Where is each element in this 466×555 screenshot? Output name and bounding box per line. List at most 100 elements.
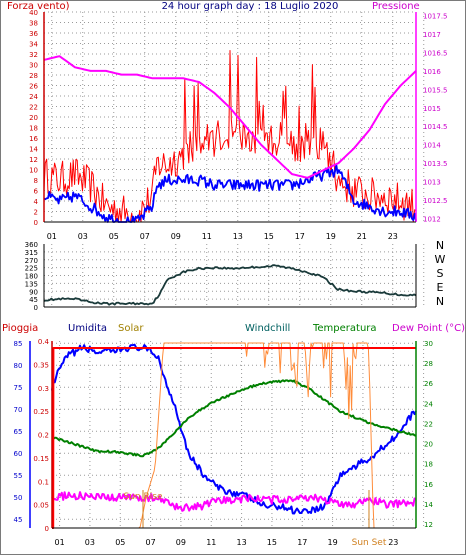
tick-label: 0.25 bbox=[33, 408, 49, 416]
tick-label: 18 bbox=[424, 461, 433, 469]
rain-header: Pioggia bbox=[2, 323, 38, 334]
tick-label: 32 bbox=[29, 51, 38, 59]
series-pressure bbox=[43, 55, 417, 179]
x-tick-label: 05 bbox=[109, 232, 119, 241]
x-tick-label: 11 bbox=[206, 538, 216, 547]
tick-label: 22 bbox=[29, 104, 38, 112]
compass-label: S bbox=[437, 267, 444, 280]
x-tick-label: 23 bbox=[388, 232, 398, 241]
tick-label: 18 bbox=[29, 125, 38, 133]
compass-label: W bbox=[435, 253, 446, 266]
tick-label: 24 bbox=[424, 400, 433, 408]
sunset-label: Sun Set bbox=[352, 538, 387, 548]
series-bottom bbox=[51, 342, 417, 529]
tick-label: 85 bbox=[14, 340, 23, 348]
series-dewpoint bbox=[51, 491, 417, 512]
series-temperature bbox=[51, 379, 417, 458]
tick-label: 1012.5 bbox=[423, 197, 448, 205]
tick-label: 270 bbox=[25, 257, 38, 265]
x-tick-label: 13 bbox=[237, 538, 247, 547]
plot-area-mid bbox=[44, 244, 416, 307]
tick-label: 0.15 bbox=[33, 455, 49, 463]
solar-header: Solar bbox=[118, 323, 144, 334]
wind-pressure-panel: Forza vento) 24 hour graph day : 18 Lugl… bbox=[7, 1, 448, 241]
series-direction bbox=[43, 264, 417, 306]
tick-label: 1016 bbox=[423, 68, 441, 76]
x-tick-labels-bottom: 01 03 05 07 09 11 13 15 17 19 23 bbox=[55, 538, 399, 547]
humidity-header: Umidita bbox=[68, 323, 107, 334]
tick-label: 1014 bbox=[423, 142, 441, 150]
dewpoint-header: Dew Point (°C) bbox=[392, 323, 465, 334]
chart-title: 24 hour graph day : 18 Luglio 2020 bbox=[162, 1, 339, 12]
x-tick-label: 07 bbox=[140, 232, 150, 241]
tick-label: 26 bbox=[424, 380, 433, 388]
tick-label: 0 bbox=[34, 304, 38, 312]
tick-label: 2 bbox=[34, 209, 38, 217]
temperature-header: Temperatura bbox=[312, 323, 377, 334]
tick-label: 28 bbox=[424, 360, 433, 368]
tick-label: 10 bbox=[29, 167, 38, 175]
tick-label: 0.2 bbox=[38, 432, 49, 440]
x-tick-label: 17 bbox=[297, 538, 307, 547]
tick-label: 50 bbox=[14, 494, 23, 502]
tick-label: 1016.5 bbox=[423, 50, 448, 58]
tick-label: 30 bbox=[424, 340, 433, 348]
tick-label: 20 bbox=[29, 114, 38, 122]
tick-label: 8 bbox=[34, 177, 38, 185]
tick-label: 22 bbox=[424, 420, 433, 428]
tick-label: 16 bbox=[29, 135, 38, 143]
tick-label: 0.35 bbox=[33, 361, 49, 369]
tick-label: 40 bbox=[29, 9, 38, 17]
tick-label: 0.05 bbox=[33, 502, 49, 510]
x-tick-label: 09 bbox=[176, 538, 186, 547]
tick-label: 1017.5 bbox=[423, 13, 448, 21]
x-tick-label: 03 bbox=[85, 538, 95, 547]
tick-label: 0 bbox=[34, 219, 38, 227]
tick-label: 315 bbox=[25, 249, 38, 257]
tick-label: 20 bbox=[424, 441, 433, 449]
windchill-header: Windchill bbox=[245, 323, 290, 334]
tick-label: 0.1 bbox=[38, 478, 49, 486]
x-tick-label: 19 bbox=[328, 538, 338, 547]
x-tick-label: 09 bbox=[171, 232, 181, 241]
left-axis-label: Forza vento) bbox=[7, 1, 70, 12]
series-top bbox=[43, 50, 417, 223]
tick-label: 360 bbox=[25, 241, 38, 249]
tick-label: 1013 bbox=[423, 179, 441, 187]
tick-label: 38 bbox=[29, 20, 38, 28]
x-tick-label: 15 bbox=[264, 232, 274, 241]
tick-label: 14 bbox=[424, 501, 433, 509]
tick-label: 45 bbox=[29, 296, 38, 304]
compass-label: N bbox=[436, 239, 444, 252]
tick-label: 16 bbox=[424, 481, 433, 489]
x-tick-label: 19 bbox=[326, 232, 336, 241]
x-tick-labels: 01 03 05 07 09 11 13 15 17 19 21 23 bbox=[47, 232, 398, 241]
tick-label: 34 bbox=[29, 41, 38, 49]
x-tick-label: 17 bbox=[295, 232, 305, 241]
grid-mid bbox=[44, 244, 425, 307]
tick-label: 225 bbox=[25, 265, 38, 273]
tick-label: 0.4 bbox=[38, 338, 50, 346]
plot-area-top bbox=[44, 12, 416, 222]
x-tick-label: 13 bbox=[233, 232, 243, 241]
humidity-tick-labels: 45 50 55 60 65 70 75 80 85 bbox=[14, 340, 23, 524]
right-axis-label: Pressione bbox=[372, 1, 420, 12]
x-tick-label: 11 bbox=[202, 232, 212, 241]
tick-label: 180 bbox=[25, 273, 38, 281]
tick-label: 70 bbox=[14, 406, 23, 414]
compass-label: N bbox=[436, 295, 444, 308]
tick-label: 75 bbox=[14, 384, 23, 392]
tick-label: 65 bbox=[14, 428, 23, 436]
tick-label: 4 bbox=[34, 198, 39, 206]
tick-label: 1014.5 bbox=[423, 123, 448, 131]
series-mid bbox=[43, 264, 417, 306]
tick-label: 80 bbox=[14, 362, 23, 370]
tick-label: 30 bbox=[29, 62, 38, 70]
rain-tick-labels: 0 0.05 0.1 0.15 0.2 0.25 0.3 0.35 0.4 bbox=[33, 338, 49, 533]
tick-label: 1015 bbox=[423, 105, 441, 113]
